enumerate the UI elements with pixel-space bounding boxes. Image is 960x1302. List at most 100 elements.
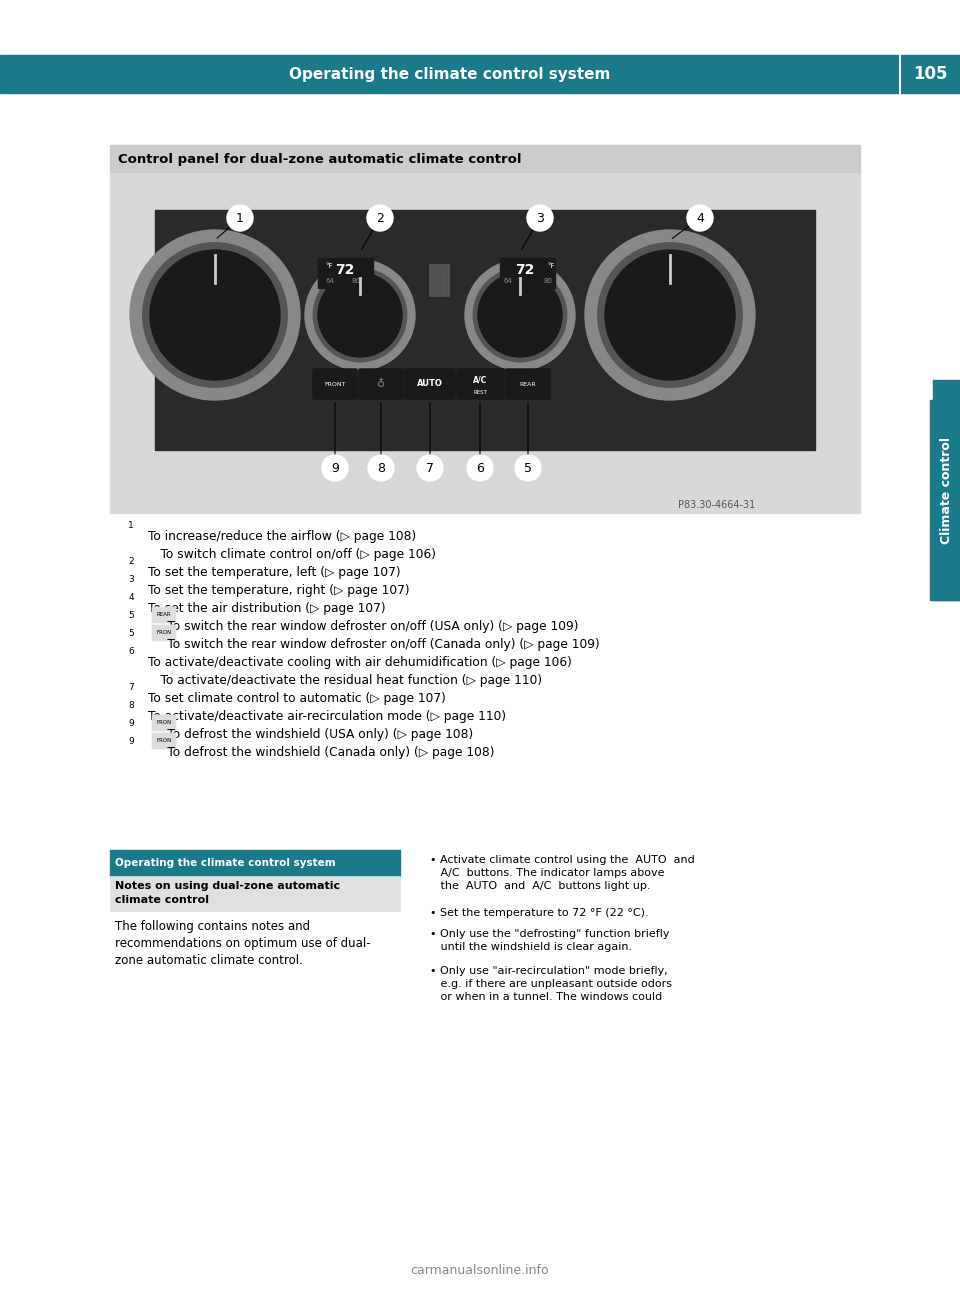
FancyBboxPatch shape <box>457 368 504 398</box>
Circle shape <box>478 273 562 357</box>
Text: To set the air distribution (▷ page 107): To set the air distribution (▷ page 107) <box>148 602 386 615</box>
Text: 80: 80 <box>351 279 360 284</box>
Text: 6: 6 <box>476 461 484 474</box>
Text: 105: 105 <box>913 65 948 83</box>
Text: 72: 72 <box>516 263 535 277</box>
Text: 3: 3 <box>128 575 133 585</box>
FancyBboxPatch shape <box>359 368 403 398</box>
Text: FRON: FRON <box>156 720 172 725</box>
Text: To activate/deactivate the residual heat function (▷ page 110): To activate/deactivate the residual heat… <box>145 674 542 687</box>
Text: 5: 5 <box>128 612 133 621</box>
Text: 7: 7 <box>426 461 434 474</box>
Bar <box>110 850 400 876</box>
Circle shape <box>465 260 575 370</box>
Text: 1: 1 <box>128 522 133 530</box>
Text: To set the temperature, right (▷ page 107): To set the temperature, right (▷ page 10… <box>148 585 410 598</box>
Text: A/C: A/C <box>473 375 487 384</box>
Bar <box>500 258 555 288</box>
Text: 4: 4 <box>696 211 704 224</box>
Circle shape <box>313 268 407 362</box>
FancyBboxPatch shape <box>152 625 176 641</box>
Text: To switch the rear window defroster on/off (Canada only) (▷ page 109): To switch the rear window defroster on/o… <box>148 638 600 651</box>
Circle shape <box>515 454 541 480</box>
Circle shape <box>585 230 755 400</box>
Text: To defrost the windshield (USA only) (▷ page 108): To defrost the windshield (USA only) (▷ … <box>148 728 473 741</box>
Text: P83.30-4664-31: P83.30-4664-31 <box>678 500 755 510</box>
Text: 9: 9 <box>128 737 133 746</box>
Bar <box>110 145 860 173</box>
FancyBboxPatch shape <box>313 368 357 398</box>
Text: To defrost the windshield (Canada only) (▷ page 108): To defrost the windshield (Canada only) … <box>148 746 494 759</box>
Text: 1: 1 <box>236 211 244 224</box>
Text: 5: 5 <box>524 461 532 474</box>
Text: 8: 8 <box>377 461 385 474</box>
Circle shape <box>417 454 443 480</box>
Text: To switch climate control on/off (▷ page 106): To switch climate control on/off (▷ page… <box>145 548 436 561</box>
Text: • Activate climate control using the  AUTO  and
   A/C  buttons. The indicator l: • Activate climate control using the AUT… <box>430 855 695 892</box>
Circle shape <box>367 204 393 230</box>
Text: To increase/reduce the airflow (▷ page 108): To increase/reduce the airflow (▷ page 1… <box>148 530 417 543</box>
Bar <box>110 876 400 911</box>
Circle shape <box>473 268 566 362</box>
Bar <box>0 55 900 92</box>
Text: REAR: REAR <box>519 381 537 387</box>
Text: 6: 6 <box>128 647 133 656</box>
Circle shape <box>605 250 735 380</box>
Text: Climate control: Climate control <box>940 436 952 543</box>
Text: 72: 72 <box>335 263 354 277</box>
FancyBboxPatch shape <box>152 607 176 622</box>
FancyBboxPatch shape <box>152 715 176 730</box>
Text: • Set the temperature to 72 °F (22 °C).: • Set the temperature to 72 °F (22 °C). <box>430 907 649 918</box>
Text: To activate/deactivate cooling with air dehumidification (▷ page 106): To activate/deactivate cooling with air … <box>148 656 572 669</box>
Circle shape <box>598 242 742 387</box>
Circle shape <box>467 454 493 480</box>
Text: 8: 8 <box>128 702 133 711</box>
Bar <box>930 400 960 600</box>
Circle shape <box>130 230 300 400</box>
Text: 64: 64 <box>325 279 334 284</box>
Circle shape <box>305 260 415 370</box>
Text: Control panel for dual-zone automatic climate control: Control panel for dual-zone automatic cl… <box>118 152 521 165</box>
Text: °F: °F <box>325 263 332 270</box>
Text: REST: REST <box>473 389 487 395</box>
Text: • Only use the "defrosting" function briefly
   until the windshield is clear ag: • Only use the "defrosting" function bri… <box>430 930 669 952</box>
Text: 2: 2 <box>376 211 384 224</box>
Bar <box>110 173 860 513</box>
Text: 4: 4 <box>129 594 133 603</box>
Circle shape <box>527 204 553 230</box>
Circle shape <box>368 454 394 480</box>
Text: FRON: FRON <box>156 630 172 635</box>
Text: 7: 7 <box>128 684 133 693</box>
Text: REAR: REAR <box>156 612 171 617</box>
Text: 5: 5 <box>128 629 133 638</box>
FancyBboxPatch shape <box>152 733 176 749</box>
Text: Operating the climate control system: Operating the climate control system <box>289 66 611 82</box>
Text: ♁: ♁ <box>377 379 385 389</box>
Text: To set climate control to automatic (▷ page 107): To set climate control to automatic (▷ p… <box>148 691 445 704</box>
Text: • Only use "air-recirculation" mode briefly,
   e.g. if there are unpleasant out: • Only use "air-recirculation" mode brie… <box>430 966 672 1003</box>
Text: AUTO: AUTO <box>417 379 443 388</box>
Circle shape <box>322 454 348 480</box>
FancyBboxPatch shape <box>405 368 455 398</box>
Text: 2: 2 <box>129 557 133 566</box>
Bar <box>318 258 373 288</box>
Text: The following contains notes and
recommendations on optimum use of dual-
zone au: The following contains notes and recomme… <box>115 921 371 967</box>
Text: Operating the climate control system: Operating the climate control system <box>115 858 336 868</box>
Bar <box>933 380 960 600</box>
FancyBboxPatch shape <box>506 368 550 398</box>
Circle shape <box>687 204 713 230</box>
Text: carmanualsonline.info: carmanualsonline.info <box>411 1263 549 1276</box>
Text: 9: 9 <box>128 720 133 729</box>
Circle shape <box>150 250 280 380</box>
Circle shape <box>227 204 253 230</box>
Bar <box>155 210 815 450</box>
Text: FRON: FRON <box>156 738 172 743</box>
Text: 64: 64 <box>503 279 512 284</box>
Text: To switch the rear window defroster on/off (USA only) (▷ page 109): To switch the rear window defroster on/o… <box>148 620 579 633</box>
Text: 9: 9 <box>331 461 339 474</box>
Circle shape <box>318 273 402 357</box>
Bar <box>900 55 960 92</box>
Text: To set the temperature, left (▷ page 107): To set the temperature, left (▷ page 107… <box>148 566 400 579</box>
Text: 3: 3 <box>536 211 544 224</box>
Circle shape <box>143 242 287 387</box>
